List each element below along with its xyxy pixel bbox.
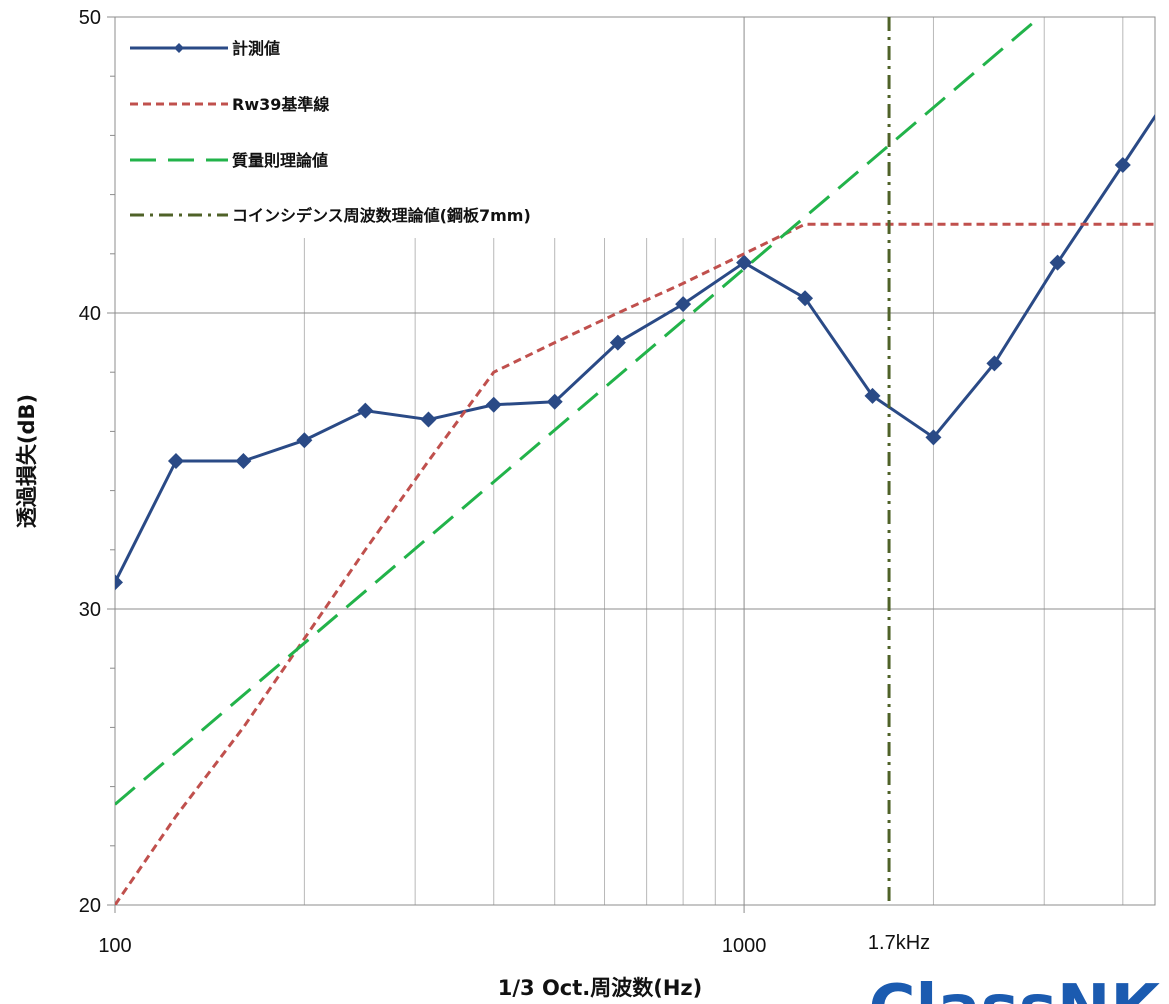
measured-point [167,453,184,469]
legend-label: コインシデンス周波数理論値(鋼板7mm) [232,206,531,225]
y-tick-label: 40 [79,303,101,325]
x-axis-title: 1/3 Oct.周波数(Hz) [498,976,703,1000]
measured-point [797,290,814,307]
measured-point [420,411,437,428]
measured-point [864,387,881,404]
legend-swatch-marker [174,43,184,53]
y-tick-label: 50 [79,7,101,29]
measured-point [609,334,626,351]
legend-label: Rw39基準線 [232,95,329,114]
mass-law-line [115,17,1041,806]
measured-point [235,453,252,469]
measured-point [675,296,692,313]
measured-point [986,355,1003,372]
y-axis-ticks: 20 30 40 50 [79,7,115,917]
series-lines [115,17,1155,905]
measured-point [925,429,942,446]
legend-label: 質量則理論値 [232,151,328,170]
y-tick-label: 20 [79,895,101,917]
x-tick-label: 100 [98,935,131,957]
measured-point [296,432,313,449]
legend-label: 計測値 [232,39,280,58]
measured-point [546,393,563,410]
classnk-logo: ClassNK [869,972,1163,1004]
measured-point [115,574,123,591]
x-axis-ticks: 100 1000 [98,905,766,957]
x-tick-label: 1000 [722,935,767,957]
y-axis-title: 透過損失(dB) [15,394,39,528]
coincidence-annotation-label: 1.7kHz [868,932,930,954]
measured-line [115,113,1155,584]
logo-text: ClassNK [869,972,1163,1004]
measured-point [357,402,374,419]
measured-point [736,254,753,271]
y-tick-label: 30 [79,599,101,621]
measured-point [1114,157,1131,173]
measured-point [485,396,502,413]
measured-point [1049,254,1066,271]
rw-reference-line [115,222,1155,905]
